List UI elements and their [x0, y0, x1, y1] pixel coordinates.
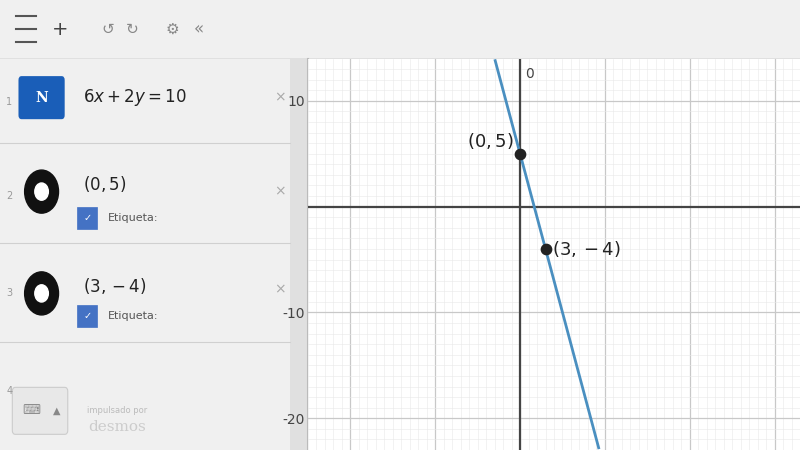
Text: 1: 1 [6, 97, 12, 107]
Point [539, 245, 552, 252]
Text: ×: × [274, 90, 286, 105]
Text: ↻: ↻ [126, 22, 138, 37]
Text: 3: 3 [6, 288, 12, 298]
Text: «: « [194, 20, 203, 38]
Text: $(3, -4)$: $(3, -4)$ [552, 239, 621, 259]
Text: desmos: desmos [88, 419, 146, 433]
FancyBboxPatch shape [12, 387, 68, 434]
FancyBboxPatch shape [77, 305, 97, 327]
Text: +: + [52, 20, 68, 39]
Text: Etiqueta:: Etiqueta: [108, 310, 158, 321]
Text: 4: 4 [6, 386, 12, 396]
Text: $(3, -4)$: $(3, -4)$ [83, 275, 147, 296]
Circle shape [25, 272, 58, 315]
Text: impulsado por: impulsado por [87, 406, 147, 415]
Text: 0: 0 [525, 67, 534, 81]
Text: ↺: ↺ [102, 22, 114, 37]
FancyBboxPatch shape [18, 76, 65, 119]
Circle shape [35, 183, 48, 200]
Text: $(0, 5)$: $(0, 5)$ [83, 174, 126, 194]
Circle shape [35, 285, 48, 302]
Text: ✓: ✓ [83, 213, 91, 223]
Text: $6x + 2y = 10$: $6x + 2y = 10$ [83, 87, 187, 108]
Text: ⌨: ⌨ [22, 405, 40, 417]
Point [514, 150, 526, 158]
Text: 2: 2 [6, 190, 12, 201]
Text: ×: × [274, 184, 286, 198]
Text: $(0, 5)$: $(0, 5)$ [466, 130, 514, 151]
Text: ×: × [274, 283, 286, 297]
Text: ⚙: ⚙ [165, 22, 179, 37]
FancyBboxPatch shape [77, 207, 97, 229]
Text: ✓: ✓ [83, 310, 91, 321]
Circle shape [25, 170, 58, 213]
Text: ▲: ▲ [54, 406, 61, 416]
Bar [290, 58, 308, 450]
Text: Etiqueta:: Etiqueta: [108, 213, 158, 223]
Text: N: N [35, 90, 48, 105]
